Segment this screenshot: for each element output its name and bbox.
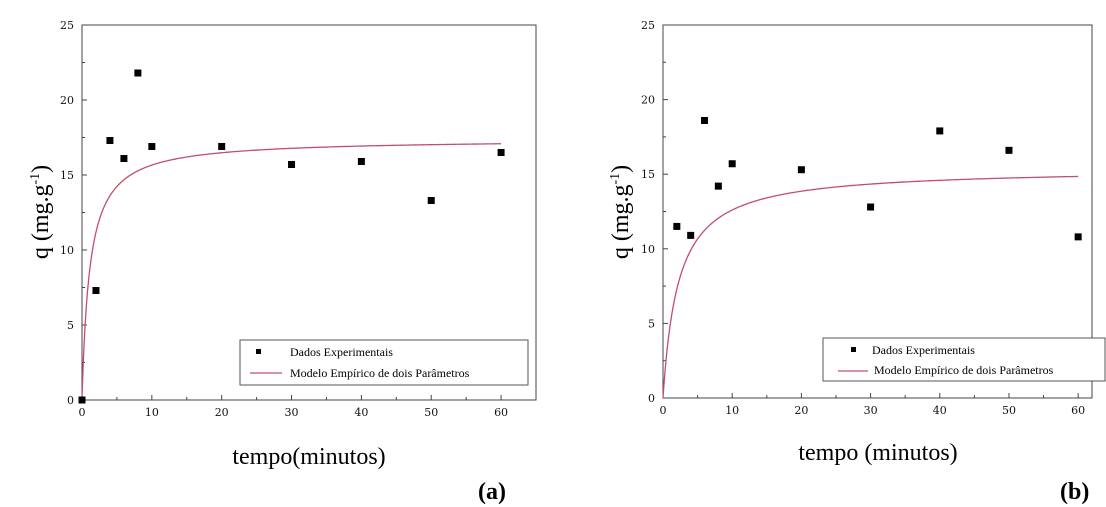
legend-box-b [822,337,1106,382]
y-axis-ticks-b: 0 5 10 15 20 25 [641,19,668,405]
y-tick-label: 25 [641,19,655,32]
data-point [701,116,709,124]
data-point [78,396,86,404]
x-tick-label: 10 [725,404,739,417]
y-axis-label-b-close: ) [608,165,634,173]
data-point [427,197,435,204]
y-axis-label-a-main: q (mg.g [28,185,54,260]
data-point [134,69,142,77]
data-point [497,149,505,156]
x-tick-label: 40 [354,406,368,419]
data-point [936,127,944,135]
data-point [673,222,681,230]
y-axis-label-b-sup: -1 [608,173,623,185]
y-axis-label-a: q (mg.g-1) [28,165,54,259]
data-points-a [78,69,505,404]
x-tick-label: 50 [424,406,438,419]
data-point [1005,146,1013,154]
x-axis-ticks-a: 0 10 20 30 40 50 60 [79,395,508,419]
x-tick-label: 0 [660,404,667,417]
x-tick-label: 10 [145,406,159,419]
x-tick-label: 0 [79,406,86,419]
data-point [687,231,695,239]
y-axis-label-a-sup: -1 [28,173,43,185]
data-point [867,203,875,211]
data-point [1074,233,1082,241]
data-point [288,161,296,168]
x-tick-label: 50 [1002,404,1016,417]
x-tick-label: 20 [794,404,808,417]
data-point [92,287,100,294]
chart-panel-b: 0 10 20 30 40 50 60 0 5 10 15 20 25 Dados Experimen… [608,19,1106,505]
y-tick-label: 5 [648,317,655,330]
legend-b: Dados Experimentais Modelo Empírico de d… [822,337,1106,382]
y-tick-label: 20 [60,94,74,107]
model-curve-b [662,175,1079,398]
data-point [120,155,128,162]
data-point [797,166,805,174]
x-tick-label: 40 [933,404,947,417]
chart-panel-a: 0 10 20 30 40 50 60 0 5 10 15 20 25 Dados Experimen… [28,19,537,505]
legend-marker-b [851,347,856,352]
data-point [148,143,156,150]
x-tick-label: 20 [215,406,229,419]
legend-entry-data-a: Dados Experimentais [290,345,393,359]
panel-label-b: (b) [1060,479,1089,505]
model-curve-line [81,143,502,400]
legend-marker-a [256,349,261,354]
legend-entry-model-b: Modelo Empírico de dois Parâmetros [874,363,1054,377]
x-axis-ticks-b: 0 10 20 30 40 50 60 [660,393,1085,417]
y-axis-ticks-a: 0 5 10 15 20 25 [60,19,87,407]
legend-a: Dados Experimentais Modelo Empírico de d… [239,339,529,386]
y-tick-label: 20 [641,94,655,107]
x-tick-label: 60 [1071,404,1085,417]
legend-box-a [239,339,529,386]
data-point [106,137,114,144]
x-tick-label: 30 [285,406,299,419]
y-axis-label-a-close: ) [28,165,54,173]
y-tick-label: 0 [67,394,74,407]
y-tick-label: 15 [60,169,74,182]
model-curve-a [81,143,502,400]
data-point [218,143,226,150]
y-tick-label: 25 [60,19,74,32]
x-tick-label: 60 [494,406,508,419]
x-axis-label-a: tempo(minutos) [232,444,385,470]
y-tick-label: 15 [641,168,655,181]
data-point [357,158,365,165]
y-axis-label-b: q (mg.g-1) [608,165,634,259]
y-tick-label: 10 [641,243,655,256]
panel-label-a: (a) [478,479,506,505]
y-tick-label: 0 [648,392,655,405]
y-axis-label-b-main: q (mg.g [608,185,634,260]
x-tick-label: 30 [864,404,878,417]
data-point [714,182,722,190]
y-tick-label: 5 [67,319,74,332]
data-point [728,160,736,168]
legend-entry-data-b: Dados Experimentais [872,343,975,357]
legend-entry-model-a: Modelo Empírico de dois Parâmetros [290,366,470,380]
x-axis-label-b: tempo (minutos) [798,440,957,466]
model-curve-line [662,175,1079,398]
data-points-b [673,116,1082,241]
y-tick-label: 10 [60,244,74,257]
